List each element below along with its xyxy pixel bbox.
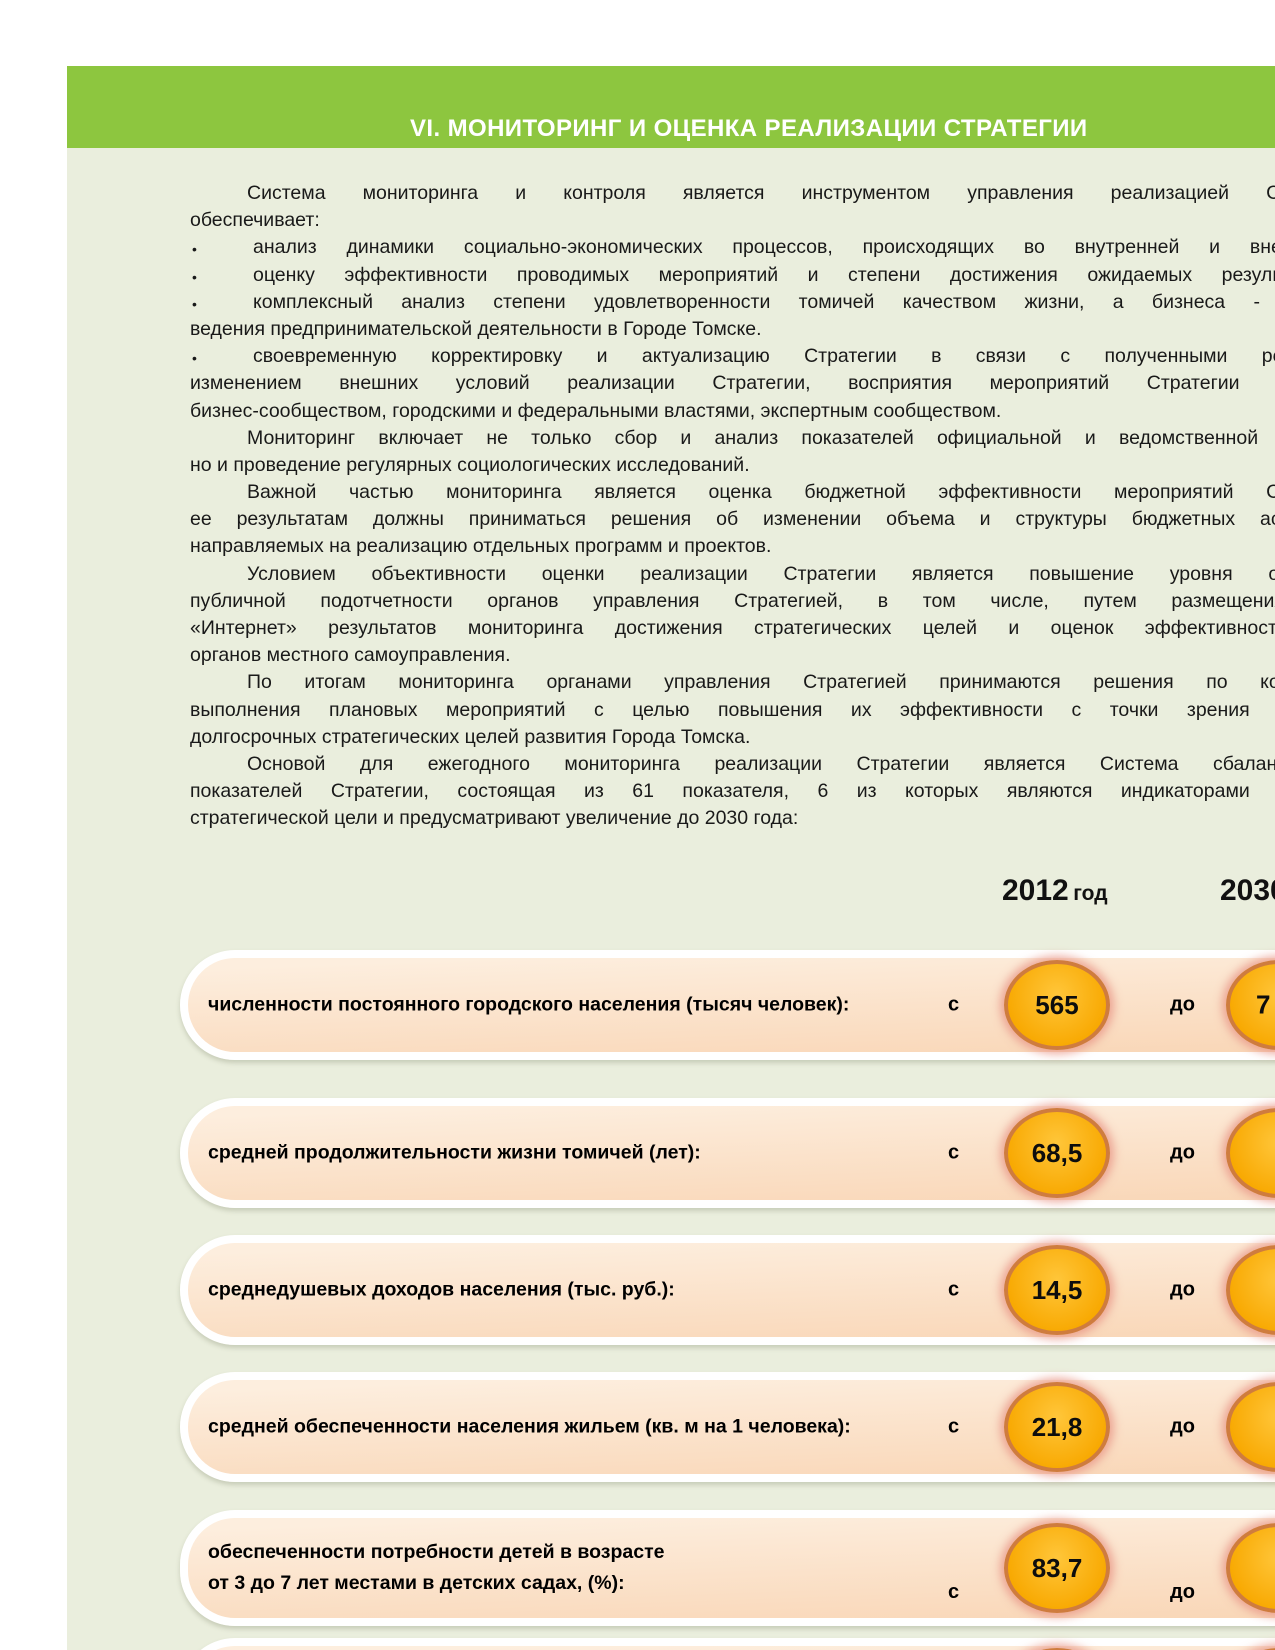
text-line: показателей Стратегии, состоящая из 61 п… — [190, 780, 1275, 803]
to-word: до — [1170, 993, 1195, 1016]
value-circle-2030: 7 — [1226, 960, 1275, 1050]
to-word: до — [1170, 1415, 1195, 1438]
text-line: Важной частью мониторинга является оценк… — [247, 481, 1275, 504]
indicator-label: обеспеченности потребности детей в возра… — [208, 1541, 665, 1594]
value-circle-2012: 68,5 — [1004, 1108, 1110, 1198]
text-line: Условием объективности оценки реализации… — [247, 562, 1275, 585]
from-word: с — [948, 1581, 960, 1603]
text-line: направляемых на реализацию отдельных про… — [190, 535, 772, 558]
indicator-row-kindergarten: обеспеченности потребности детей в возра… — [180, 1510, 1275, 1626]
bullet-line: • оценку эффективности проводимых меропри… — [190, 262, 1275, 289]
indicator-row-income: среднедушевых доходов населения (тыс. ру… — [180, 1235, 1275, 1345]
text-line: долгосрочных стратегических целей развит… — [190, 725, 751, 748]
indicator-label: среднедушевых доходов населения (тыс. ру… — [208, 1278, 675, 1301]
value-circle-2030 — [1226, 1245, 1275, 1335]
value-circle-2012: 83,7 — [1004, 1523, 1110, 1613]
year-word: год — [1073, 882, 1108, 905]
value-circle-2012: 21,8 — [1004, 1382, 1110, 1472]
text-line: публичной подотчетности органов управлен… — [190, 589, 1275, 612]
from-word: с — [948, 993, 960, 1016]
to-word: до — [1170, 1581, 1195, 1603]
value-2030: 7 — [1256, 989, 1271, 1020]
text-line: изменением внешних условий реализации Ст… — [190, 372, 1275, 395]
value-circle-2030 — [1226, 1523, 1275, 1613]
body-text: Система мониторинга и контроля является … — [190, 180, 1275, 833]
value-circle-2012: 565 — [1004, 960, 1110, 1050]
value-2012: 83,7 — [1031, 1552, 1083, 1583]
year-2030: 2030 — [1220, 874, 1275, 907]
indicator-row-partial — [180, 1638, 1275, 1650]
from-word: с — [948, 1278, 960, 1301]
value-circle-2012: 14,5 — [1004, 1245, 1110, 1335]
section-title: VI. МОНИТОРИНГ И ОЦЕНКА РЕАЛИЗАЦИИ СТРАТ… — [410, 115, 1088, 142]
value-2012: 21,8 — [1031, 1411, 1083, 1442]
text-line: но и проведение регулярных социологическ… — [190, 453, 750, 476]
text-line: ее результатам должны приниматься решени… — [190, 508, 1275, 531]
bullet-line: • анализ динамики социально-экономических… — [190, 234, 1275, 261]
value-2012: 68,5 — [1031, 1137, 1083, 1168]
value-2012: 565 — [1035, 989, 1079, 1020]
section-header-bar: VI. МОНИТОРИНГ И ОЦЕНКА РЕАЛИЗАЦИИ СТРАТ… — [67, 66, 1275, 148]
value-circle-2030 — [1226, 1108, 1275, 1198]
text-line: Система мониторинга и контроля является … — [247, 182, 1275, 204]
bullet-icon: • — [192, 268, 197, 285]
bullet-icon: • — [192, 350, 197, 367]
text-line: По итогам мониторинга органами управлени… — [247, 671, 1275, 694]
bullet-text: своевременную корректировку и актуализац… — [253, 345, 1275, 368]
bullet-icon: • — [192, 295, 197, 312]
column-header-2012: 2012 год — [1002, 874, 1108, 908]
indicator-label: средней продолжительности жизни томичей … — [208, 1141, 701, 1164]
text-line: стратегической цели и предусматривают ув… — [190, 807, 799, 830]
bullet-icon: • — [192, 241, 197, 258]
to-word: до — [1170, 1278, 1195, 1301]
from-word: с — [948, 1141, 960, 1164]
bullet-line: • комплексный анализ степени удовлетворен… — [190, 289, 1275, 316]
indicator-label: численности постоянного городского насел… — [208, 993, 850, 1016]
bullet-text: анализ динамики социально-экономических … — [253, 236, 1275, 259]
text-line: «Интернет» результатов мониторинга дости… — [190, 617, 1275, 639]
text-line: органов местного самоуправления. — [190, 644, 511, 667]
column-header-2030: 2030 год — [1220, 874, 1275, 908]
text-line: выполнения плановых мероприятий с целью … — [190, 698, 1275, 721]
value-2012: 14,5 — [1031, 1274, 1083, 1305]
indicator-row-life-expectancy: средней продолжительности жизни томичей … — [180, 1098, 1275, 1208]
indicator-row-population: численности постоянного городского насел… — [180, 950, 1275, 1060]
bullet-line: • своевременную корректировку и актуализа… — [190, 343, 1275, 370]
text-line: Основой для ежегодного мониторинга реали… — [247, 752, 1275, 775]
text-line: Мониторинг включает не только сбор и ана… — [247, 426, 1275, 449]
year-2012: 2012 — [1002, 874, 1069, 907]
bullet-text: комплексный анализ степени удовлетворенн… — [253, 290, 1275, 313]
indicator-row-housing: средней обеспеченности населения жильем … — [180, 1372, 1275, 1482]
value-circle-2030 — [1226, 1382, 1275, 1472]
text-line: обеспечивает: — [190, 209, 320, 232]
from-word: с — [948, 1415, 960, 1438]
text-line: ведения предпринимательской деятельности… — [190, 317, 762, 340]
bullet-text: оценку эффективности проводимых мероприя… — [253, 263, 1275, 286]
to-word: до — [1170, 1141, 1195, 1164]
indicator-label: средней обеспеченности населения жильем … — [208, 1415, 851, 1438]
text-line: бизнес-сообществом, городскими и федерал… — [190, 399, 1002, 422]
